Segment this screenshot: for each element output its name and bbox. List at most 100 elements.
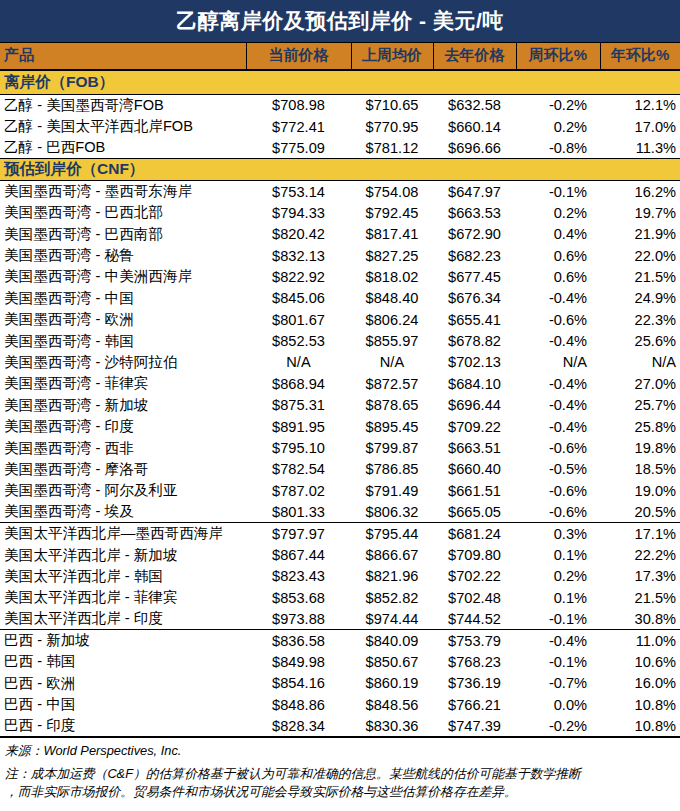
current-price-cell: $853.68 [246,587,351,608]
last-week-price-cell: $848.56 [351,694,433,715]
wow-change-cell: -0.4% [516,288,600,309]
table-row: 美国墨西哥湾 - 中美洲西海岸$822.92$818.02$677.450.6%… [0,266,680,287]
product-cell: 美国墨西哥湾 - 摩洛哥 [0,459,246,480]
last-week-price-cell: N/A [351,352,433,373]
last-year-price-cell: $663.53 [433,202,516,223]
product-cell: 美国墨西哥湾 - 韩国 [0,330,246,351]
current-price-cell: $775.09 [246,137,351,158]
current-price-cell: $867.44 [246,544,351,565]
last-week-price-cell: $795.44 [351,523,433,544]
last-year-price-cell: $684.10 [433,373,516,394]
last-week-price-cell: $770.95 [351,116,433,137]
wow-change-cell: 0.6% [516,245,600,266]
table-row: 美国墨西哥湾 - 韩国$852.53$855.97$678.82-0.4%25.… [0,330,680,351]
yoy-change-cell: 17.0% [600,116,680,137]
yoy-change-cell: 21.9% [600,223,680,244]
last-year-price-cell: $736.19 [433,673,516,694]
last-week-price-cell: $860.19 [351,673,433,694]
last-week-price-cell: $791.49 [351,480,433,501]
footer: 来源：World Perspectives, Inc. 注：成本加运费（C&F）… [0,738,680,811]
product-cell: 乙醇 - 美国太平洋西北岸FOB [0,116,246,137]
last-year-price-cell: $660.14 [433,116,516,137]
column-header-yoy-change: 年环比% [600,43,680,70]
note-line-1: 注：成本加运费（C&F）的估算价格基于被认为可靠和准确的信息。某些航线的估价可能… [5,765,675,783]
yoy-change-cell: 22.0% [600,245,680,266]
current-price-cell: $822.92 [246,266,351,287]
current-price-cell: $848.86 [246,694,351,715]
current-price-cell: $973.88 [246,608,351,629]
product-cell: 美国墨西哥湾 - 中国 [0,288,246,309]
last-week-price-cell: $806.24 [351,309,433,330]
column-header-row: 产品 当前价格 上周均价 去年价格 周环比% 年环比% [0,43,680,70]
table-row: 美国太平洋西北岸 - 韩国$823.43$821.96$702.220.2%17… [0,566,680,587]
wow-change-cell: 0.6% [516,266,600,287]
product-cell: 巴西 - 韩国 [0,651,246,672]
yoy-change-cell: 19.0% [600,480,680,501]
table-row: 美国墨西哥湾 - 墨西哥东海岸$753.14$754.08$647.97-0.1… [0,181,680,202]
wow-change-cell: -0.4% [516,630,600,651]
yoy-change-cell: 11.0% [600,630,680,651]
wow-change-cell: -0.4% [516,373,600,394]
current-price-cell: $787.02 [246,480,351,501]
column-header-last-week-price: 上周均价 [351,43,433,70]
current-price-cell: $836.58 [246,630,351,651]
last-week-price-cell: $806.32 [351,502,433,523]
last-year-price-cell: $682.23 [433,245,516,266]
product-cell: 美国太平洋西北岸 - 印度 [0,608,246,629]
last-year-price-cell: $672.90 [433,223,516,244]
current-price-cell: $820.42 [246,223,351,244]
last-year-price-cell: $768.23 [433,651,516,672]
current-price-cell: $772.41 [246,116,351,137]
last-week-price-cell: $840.09 [351,630,433,651]
yoy-change-cell: 19.8% [600,437,680,458]
section-label: 预估到岸价（CNF） [0,159,680,181]
yoy-change-cell: N/A [600,352,680,373]
last-year-price-cell: $696.44 [433,395,516,416]
current-price-cell: $794.33 [246,202,351,223]
product-cell: 美国墨西哥湾 - 巴西北部 [0,202,246,223]
current-price-cell: $854.16 [246,673,351,694]
yoy-change-cell: 18.5% [600,459,680,480]
last-week-price-cell: $818.02 [351,266,433,287]
price-table: 产品 当前价格 上周均价 去年价格 周环比% 年环比% 离岸价（FOB）乙醇 -… [0,42,680,738]
table-row: 美国太平洋西北岸 - 菲律宾$853.68$852.82$702.480.1%2… [0,587,680,608]
product-cell: 美国墨西哥湾 - 埃及 [0,502,246,523]
product-cell: 美国墨西哥湾 - 秘鲁 [0,245,246,266]
table-row: 巴西 - 欧洲$854.16$860.19$736.19-0.7%16.0% [0,673,680,694]
last-year-price-cell: $744.52 [433,608,516,629]
current-price-cell: $868.94 [246,373,351,394]
product-cell: 美国太平洋西北岸 - 韩国 [0,566,246,587]
table-row: 乙醇 - 美国墨西哥湾FOB$708.98$710.65$632.58-0.2%… [0,95,680,116]
last-year-price-cell: $766.21 [433,694,516,715]
product-cell: 巴西 - 新加坡 [0,630,246,651]
yoy-change-cell: 16.0% [600,673,680,694]
wow-change-cell: -0.1% [516,651,600,672]
current-price-cell: $795.10 [246,437,351,458]
last-year-price-cell: $678.82 [433,330,516,351]
last-week-price-cell: $710.65 [351,95,433,116]
table-row: 美国墨西哥湾 - 欧洲$801.67$806.24$655.41-0.6%22.… [0,309,680,330]
yoy-change-cell: 11.3% [600,137,680,158]
price-table-header: 产品 当前价格 上周均价 去年价格 周环比% 年环比% [0,43,680,70]
yoy-change-cell: 25.6% [600,330,680,351]
table-row: 乙醇 - 美国太平洋西北岸FOB$772.41$770.95$660.140.2… [0,116,680,137]
yoy-change-cell: 19.7% [600,202,680,223]
wow-change-cell: 0.3% [516,523,600,544]
product-cell: 巴西 - 印度 [0,715,246,736]
wow-change-cell: -0.6% [516,480,600,501]
last-week-price-cell: $872.57 [351,373,433,394]
current-price-cell: $828.34 [246,715,351,736]
current-price-cell: $708.98 [246,95,351,116]
last-week-price-cell: $817.41 [351,223,433,244]
product-cell: 美国墨西哥湾 - 新加坡 [0,395,246,416]
section-header-row: 离岸价（FOB） [0,70,680,95]
yoy-change-cell: 27.0% [600,373,680,394]
product-cell: 美国墨西哥湾 - 沙特阿拉伯 [0,352,246,373]
wow-change-cell: 0.2% [516,116,600,137]
yoy-change-cell: 10.8% [600,715,680,736]
section-header-row: 预估到岸价（CNF） [0,159,680,181]
column-header-product: 产品 [0,43,246,70]
product-cell: 美国墨西哥湾 - 菲律宾 [0,373,246,394]
last-year-price-cell: $676.34 [433,288,516,309]
product-cell: 乙醇 - 美国墨西哥湾FOB [0,95,246,116]
